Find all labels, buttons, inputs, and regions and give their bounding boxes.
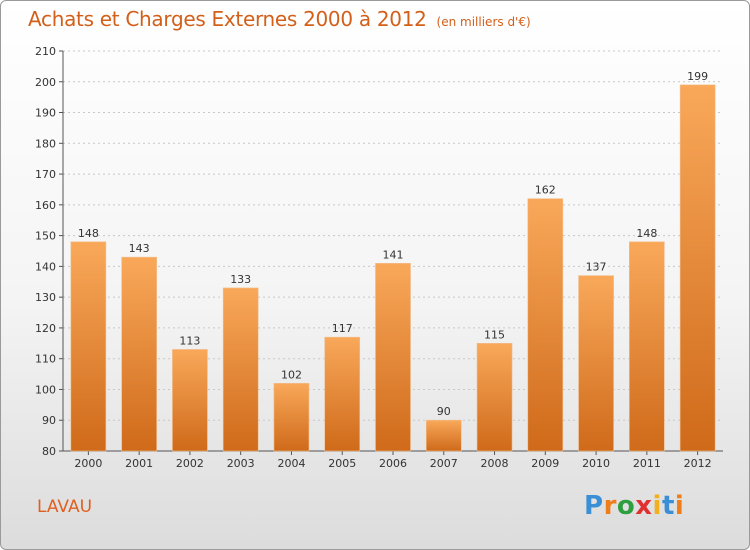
y-tick-label: 140 xyxy=(35,260,56,273)
x-tick-label: 2012 xyxy=(684,457,712,470)
bar xyxy=(273,383,310,452)
data-label: 90 xyxy=(437,405,451,418)
logo-letter: i xyxy=(652,491,662,521)
y-tick-label: 130 xyxy=(35,291,56,304)
bar xyxy=(476,343,513,452)
commune-name: LAVAU xyxy=(37,497,93,517)
x-tick-label: 2010 xyxy=(582,457,610,470)
data-label: 115 xyxy=(484,328,505,341)
logo-letter: r xyxy=(603,491,617,521)
data-label: 148 xyxy=(78,227,99,240)
logo-letter: i xyxy=(674,491,685,521)
data-label: 133 xyxy=(230,273,251,286)
chart-title-unit: (en milliers d'€) xyxy=(436,15,531,29)
data-label: 199 xyxy=(687,70,708,83)
data-label: 137 xyxy=(586,261,607,274)
data-label: 141 xyxy=(383,248,404,261)
labels: 8090100110120130140150160170180190200210… xyxy=(35,45,712,470)
bar xyxy=(222,287,259,452)
x-tick-label: 2005 xyxy=(328,457,356,470)
bar xyxy=(629,241,665,452)
y-tick-label: 80 xyxy=(42,445,56,458)
y-tick-label: 190 xyxy=(35,107,56,120)
y-tick-label: 170 xyxy=(35,168,56,181)
chart-title: Achats et Charges Externes 2000 à 2012 (e… xyxy=(28,7,531,31)
chart-title-main: Achats et Charges Externes 2000 à 2012 xyxy=(28,7,427,31)
data-label: 148 xyxy=(636,227,657,240)
bar xyxy=(121,256,157,452)
logo-letter: P xyxy=(584,491,604,521)
bar xyxy=(527,198,564,452)
bar xyxy=(70,241,107,452)
y-tick-label: 180 xyxy=(35,137,56,150)
logo-letter: o xyxy=(616,491,636,521)
y-tick-label: 110 xyxy=(35,353,56,366)
x-tick-label: 2007 xyxy=(430,457,458,470)
x-tick-label: 2001 xyxy=(125,457,153,470)
y-tick-label: 200 xyxy=(35,76,56,89)
bar xyxy=(578,275,614,452)
data-label: 102 xyxy=(281,368,302,381)
bar xyxy=(172,349,208,452)
x-tick-label: 2004 xyxy=(277,457,305,470)
x-tick-label: 2009 xyxy=(531,457,559,470)
bars xyxy=(70,84,716,452)
logo-letter: t xyxy=(661,491,675,521)
x-tick-label: 2002 xyxy=(176,457,204,470)
proxiti-logo[interactable]: Proxiti xyxy=(584,491,684,521)
y-tick-label: 210 xyxy=(35,45,56,58)
x-tick-label: 2006 xyxy=(379,457,407,470)
data-label: 162 xyxy=(535,184,556,197)
bar xyxy=(375,263,411,452)
data-label: 143 xyxy=(129,242,150,255)
y-tick-label: 160 xyxy=(35,199,56,212)
bar xyxy=(679,84,716,452)
y-tick-label: 120 xyxy=(35,322,56,335)
y-tick-label: 100 xyxy=(35,383,56,396)
logo-letter: x xyxy=(635,491,653,521)
data-label: 113 xyxy=(179,334,200,347)
bar xyxy=(425,419,462,452)
x-tick-label: 2003 xyxy=(227,457,255,470)
y-tick-label: 150 xyxy=(35,230,56,243)
x-tick-label: 2008 xyxy=(481,457,509,470)
bar xyxy=(324,336,361,452)
data-label: 117 xyxy=(332,322,353,335)
y-tick-label: 90 xyxy=(42,414,56,427)
x-tick-label: 2011 xyxy=(633,457,661,470)
x-tick-label: 2000 xyxy=(74,457,102,470)
